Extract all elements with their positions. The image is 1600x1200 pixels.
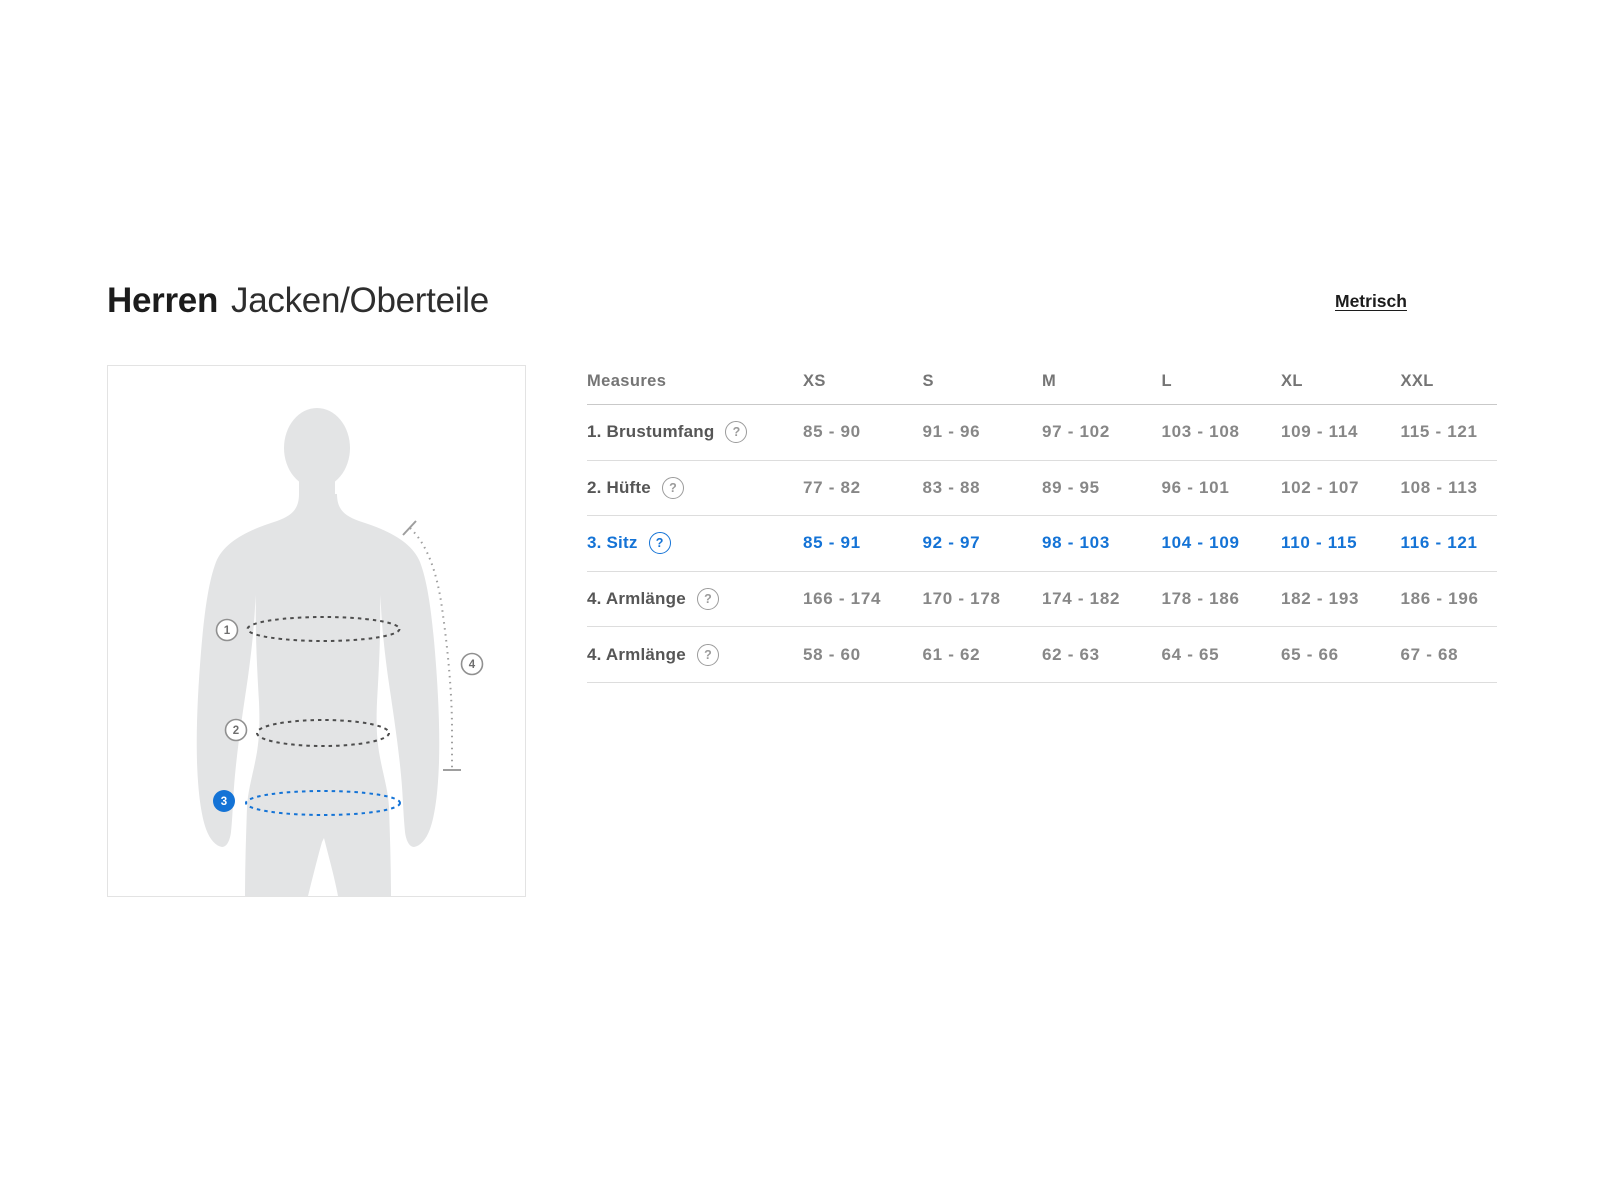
measure-point-2-number: 2 [233, 725, 239, 737]
size-value: 102 - 107 [1281, 477, 1360, 497]
arm-length-measure-line [402, 520, 461, 771]
page-title-category: Jacken/Oberteile [231, 281, 489, 320]
size-value: 65 - 66 [1281, 644, 1339, 664]
hip-measure-ellipse [256, 719, 390, 747]
size-value: 61 - 62 [922, 644, 981, 664]
size-table: Measures XS S M L XL XXL 1. Brustumfang … [587, 358, 1497, 683]
column-header-l: L [1161, 371, 1172, 390]
table-row-huefte: 2. Hüfte ? 77 - 82 83 - 88 89 - 95 96 - … [587, 461, 1497, 517]
chest-measure-ellipse [246, 616, 401, 642]
column-header-xxl: XXL [1400, 371, 1434, 390]
size-value: 96 - 101 [1161, 477, 1230, 497]
size-value: 182 - 193 [1281, 589, 1360, 609]
measure-point-3-badge: 3 [213, 790, 235, 812]
seat-measure-ellipse [245, 790, 401, 816]
male-silhouette [196, 408, 440, 896]
column-header-xs: XS [803, 371, 826, 390]
measure-point-2-badge: 2 [224, 718, 248, 742]
size-value: 67 - 68 [1400, 644, 1459, 664]
size-value: 58 - 60 [803, 644, 861, 664]
row-label-text: 1. Brustumfang [587, 422, 715, 442]
size-value: 174 - 182 [1042, 589, 1121, 609]
size-table-header: Measures XS S M L XL XXL [587, 358, 1497, 405]
page-title-gender: Herren [107, 281, 219, 320]
size-value: 62 - 63 [1042, 644, 1100, 664]
column-header-s: S [922, 371, 934, 390]
unit-toggle-link[interactable]: Metrisch [1335, 291, 1407, 311]
row-label: 3. Sitz ? [587, 532, 803, 555]
help-icon[interactable]: ? [696, 643, 719, 666]
size-value: 109 - 114 [1281, 422, 1359, 442]
column-header-m: M [1042, 371, 1057, 390]
size-value: 178 - 186 [1161, 589, 1240, 609]
silhouette-body [196, 494, 440, 896]
size-value: 97 - 102 [1042, 422, 1110, 442]
size-value: 115 - 121 [1400, 422, 1478, 442]
table-row-armlaenge-2: 4. Armlänge ? 58 - 60 61 - 62 62 - 63 64… [587, 627, 1497, 683]
measure-point-4-badge: 4 [460, 652, 484, 676]
body-silhouette-figure: 1 2 3 4 [196, 408, 484, 896]
size-value: 103 - 108 [1161, 422, 1240, 442]
row-label-text: 3. Sitz [587, 533, 638, 553]
column-header-measures: Measures [587, 371, 667, 390]
measure-point-1-badge: 1 [215, 618, 239, 642]
measure-point-3-number: 3 [221, 796, 227, 808]
row-label: 2. Hüfte ? [587, 476, 803, 499]
body-measurement-diagram: 1 2 3 4 [107, 365, 526, 897]
row-label-text: 4. Armlänge [587, 644, 686, 664]
page-title: Herren Jacken/Oberteile [107, 281, 489, 321]
size-value: 89 - 95 [1042, 477, 1100, 497]
size-value: 170 - 178 [922, 589, 1001, 609]
size-value: 110 - 115 [1281, 533, 1358, 553]
size-value: 77 - 82 [803, 477, 861, 497]
arm-line-top-tick [402, 520, 417, 536]
row-label-text: 2. Hüfte [587, 477, 651, 497]
table-row-sitz-highlighted: 3. Sitz ? 85 - 91 92 - 97 98 - 103 104 -… [587, 516, 1497, 572]
row-label-text: 4. Armlänge [587, 589, 686, 609]
table-row-brustumfang: 1. Brustumfang ? 85 - 90 91 - 96 97 - 10… [587, 405, 1497, 461]
size-value: 83 - 88 [922, 477, 981, 497]
size-value: 64 - 65 [1161, 644, 1220, 664]
size-value: 92 - 97 [922, 533, 981, 553]
measure-point-1-number: 1 [224, 625, 231, 637]
size-value: 166 - 174 [803, 589, 882, 609]
help-icon[interactable]: ? [661, 476, 684, 499]
help-icon[interactable]: ? [725, 421, 748, 444]
size-value: 85 - 91 [803, 533, 861, 553]
row-label: 4. Armlänge ? [587, 588, 803, 611]
column-header-xl: XL [1281, 371, 1303, 390]
help-icon[interactable]: ? [648, 532, 671, 555]
size-value: 91 - 96 [922, 422, 981, 442]
size-value: 186 - 196 [1400, 589, 1479, 609]
size-value: 98 - 103 [1042, 533, 1110, 553]
help-icon[interactable]: ? [696, 588, 719, 611]
row-label: 4. Armlänge ? [587, 643, 803, 666]
row-label: 1. Brustumfang ? [587, 421, 803, 444]
size-value: 116 - 121 [1400, 533, 1478, 553]
arm-dotted-line [409, 527, 453, 770]
size-value: 104 - 109 [1161, 533, 1240, 553]
measure-point-4-number: 4 [469, 659, 476, 671]
table-row-armlaenge-1: 4. Armlänge ? 166 - 174 170 - 178 174 - … [587, 572, 1497, 628]
size-value: 85 - 90 [803, 422, 861, 442]
size-value: 108 - 113 [1400, 477, 1478, 497]
